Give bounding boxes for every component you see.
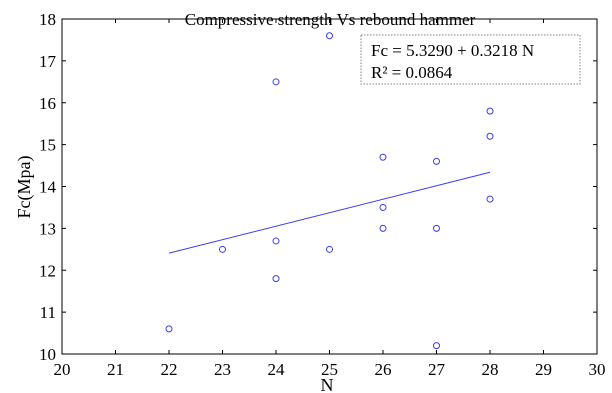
x-tick-label: 27 bbox=[428, 360, 446, 379]
y-tick-label: 15 bbox=[39, 136, 56, 155]
data-point bbox=[379, 224, 387, 232]
y-tick-label: 18 bbox=[39, 10, 56, 29]
data-point bbox=[326, 245, 333, 253]
y-tick-label: 10 bbox=[39, 345, 56, 364]
data-point bbox=[379, 203, 387, 211]
y-tick-label: 13 bbox=[39, 219, 56, 238]
y-tick-label: 17 bbox=[39, 52, 57, 71]
data-points bbox=[165, 32, 494, 350]
fit-line-group bbox=[168, 171, 491, 254]
data-point bbox=[433, 224, 440, 232]
x-tick-label: 30 bbox=[589, 360, 606, 379]
data-point bbox=[326, 32, 333, 40]
chart-title: Compressive strength Vs rebound hammer bbox=[185, 10, 476, 29]
equation-text: Fc = 5.3290 + 0.3218 N bbox=[371, 41, 534, 60]
x-axis-ticks: 20 21 22 23 24 25 26 27 28 29 30 bbox=[54, 19, 606, 379]
data-point bbox=[486, 195, 494, 203]
data-point bbox=[379, 153, 387, 161]
x-axis-label: N bbox=[321, 375, 334, 393]
x-tick-label: 21 bbox=[107, 360, 124, 379]
x-tick-label: 23 bbox=[214, 360, 231, 379]
y-tick-label: 11 bbox=[40, 303, 56, 322]
data-point bbox=[486, 132, 494, 140]
data-point bbox=[486, 107, 494, 115]
data-point bbox=[272, 275, 280, 283]
y-tick-label: 16 bbox=[39, 94, 56, 113]
equation-box: Fc = 5.3290 + 0.3218 N R² = 0.0864 bbox=[360, 34, 581, 85]
y-axis-ticks: 10 11 12 13 14 15 16 17 18 bbox=[39, 10, 597, 364]
x-tick-label: 25 bbox=[321, 360, 338, 379]
x-tick-label: 29 bbox=[535, 360, 552, 379]
data-point bbox=[272, 237, 280, 245]
y-axis-label: Fc(Mpa) bbox=[14, 156, 35, 219]
r-squared-text: R² = 0.0864 bbox=[371, 63, 453, 82]
data-point bbox=[433, 342, 440, 350]
data-point bbox=[433, 157, 440, 165]
x-tick-label: 22 bbox=[161, 360, 178, 379]
x-tick-label: 20 bbox=[54, 360, 71, 379]
data-point bbox=[165, 325, 173, 333]
y-tick-label: 14 bbox=[39, 178, 57, 197]
x-tick-label: 28 bbox=[482, 360, 499, 379]
data-point bbox=[272, 78, 280, 86]
y-tick-label: 12 bbox=[39, 261, 56, 280]
regression-line bbox=[168, 171, 491, 254]
equation-box-border bbox=[360, 34, 581, 85]
data-point bbox=[219, 245, 226, 253]
x-tick-label: 26 bbox=[375, 360, 392, 379]
x-tick-label: 24 bbox=[268, 360, 286, 379]
